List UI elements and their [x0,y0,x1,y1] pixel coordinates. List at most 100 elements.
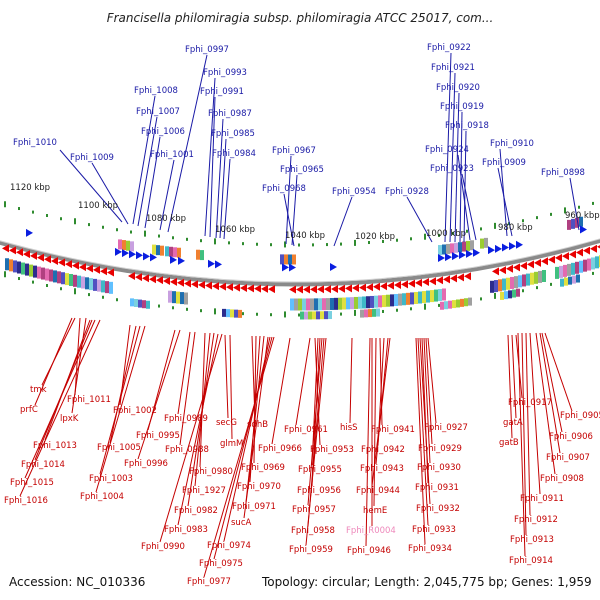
gene-label[interactable]: Fphi_0909 [482,158,526,168]
rna-gene-label[interactable]: Fphi_R0004 [346,526,396,536]
gene-label[interactable]: Fphi_1005 [97,443,141,453]
gene-label[interactable]: Fphi_1011 [67,395,111,405]
gene-label[interactable]: Fphi_0942 [361,445,405,455]
gene-label[interactable]: Fphi_0920 [436,83,480,93]
gene-label[interactable]: Fphi_0923 [430,164,474,174]
gene-label[interactable]: Fphi_0931 [415,483,459,493]
gene-label[interactable]: Fphi_1001 [150,150,194,160]
gene-label[interactable]: Fphi_0975 [199,559,243,569]
feature-block [292,254,296,265]
gene-label[interactable]: Fphi_0956 [297,486,341,496]
gene-label[interactable]: Fphi_0941 [371,425,415,435]
gene-label[interactable]: secG [216,418,237,428]
feature-block [480,238,484,249]
feature-block [374,295,378,308]
gene-label[interactable]: Fphi_0984 [212,149,256,159]
gene-label[interactable]: Fphi_1009 [70,153,114,163]
gene-label[interactable]: Fphi_0991 [200,87,244,97]
gene-label[interactable]: Fphi_0983 [164,525,208,535]
gene-label[interactable]: Fphi_0996 [124,459,168,469]
gene-label[interactable]: Fphi_1007 [136,107,180,117]
gene-label[interactable]: Fphi_0907 [546,453,590,463]
gene-label[interactable]: Fphi_0932 [416,504,460,514]
gene-label[interactable]: Fphi_0927 [424,423,468,433]
gene-label[interactable]: Fphi_0946 [347,546,391,556]
forward-gene-arrow [215,260,222,269]
gene-label[interactable]: gatB [499,438,519,448]
gene-label[interactable]: Fphi_0898 [541,168,585,178]
gene-label[interactable]: Fphi_0954 [332,187,376,197]
gene-label[interactable]: Fphi_0918 [445,121,489,131]
gene-label[interactable]: Fphi_0980 [189,467,233,477]
gene-label[interactable]: Fphi_1013 [33,441,77,451]
gene-label[interactable]: Fphi_0958 [291,526,335,536]
gene-label[interactable]: Fphi_0930 [417,463,461,473]
gene-label[interactable]: Fphi_0953 [310,445,354,455]
gene-label[interactable]: Fphi_1004 [80,492,124,502]
feature-block [446,243,450,254]
gene-label[interactable]: Fphi_0908 [540,474,584,484]
gene-label[interactable]: Fphi_0911 [520,494,564,504]
gene-label[interactable]: Fphi_0914 [509,556,553,566]
gene-label[interactable]: Fphi_1010 [13,138,57,148]
gene-label[interactable]: Fphi_0961 [284,425,328,435]
gene-label[interactable]: Fphi_0928 [385,187,429,197]
gene-label[interactable]: prfC [20,405,38,415]
leader-line-reverse [521,332,527,536]
gene-label[interactable]: gatA [503,418,523,428]
gene-label[interactable]: lpxK [60,414,79,424]
gene-label[interactable]: Fphi_1015 [10,478,54,488]
gene-label[interactable]: Fphi_0934 [408,544,452,554]
gene-label[interactable]: Fphi_0921 [431,63,475,73]
gene-label[interactable]: tmk [30,385,47,395]
gene-label[interactable]: sucA [231,518,251,528]
gene-label[interactable]: Fphi_1006 [141,127,185,137]
gene-label[interactable]: Fphi_0929 [418,444,462,454]
tick-outer [354,239,356,246]
gene-label[interactable]: Fphi_0993 [203,68,247,78]
gene-label[interactable]: Fphi_0988 [165,445,209,455]
gene-label[interactable]: Fphi_0995 [136,431,180,441]
gene-label[interactable]: Fphi_0944 [356,486,400,496]
gene-label[interactable]: Fphi_0967 [272,146,316,156]
gene-label[interactable]: Fphi_1016 [4,496,48,506]
gene-label[interactable]: Fphi_0912 [514,515,558,525]
gene-label[interactable]: Fphi_0919 [440,102,484,112]
gene-label[interactable]: hemE [363,506,387,516]
gene-label[interactable]: Fphi_0990 [141,542,185,552]
gene-label[interactable]: Fphi_1003 [89,474,133,484]
gene-label[interactable]: Fphi_0989 [164,414,208,424]
gene-label[interactable]: Fphi_0905 [560,411,600,421]
gene-label[interactable]: Fphi_0955 [298,465,342,475]
gene-label[interactable]: Fphi_0924 [425,145,469,155]
gene-label[interactable]: sdhB [247,420,268,430]
gene-label[interactable]: Fphi_0985 [211,129,255,139]
gene-label[interactable]: Fphi_0922 [427,43,471,53]
gene-label[interactable]: Fphi_0997 [185,45,229,55]
gene-label[interactable]: Fphi_0977 [187,577,231,587]
gene-label[interactable]: Fphi_1002 [113,406,157,416]
gene-label[interactable]: glmM [220,439,243,449]
gene-label[interactable]: Fphi_0970 [237,482,281,492]
gene-label[interactable]: hisS [340,423,358,433]
gene-label[interactable]: Fphi_1014 [21,460,65,470]
gene-label[interactable]: Fphi_0906 [549,432,593,442]
gene-label[interactable]: Fphi_0971 [232,502,276,512]
gene-label[interactable]: Fphi_0966 [258,444,302,454]
gene-label[interactable]: Fphi_0987 [208,109,252,119]
gene-label[interactable]: Fphi_0968 [262,184,306,194]
gene-label[interactable]: Fphi_1927 [182,486,226,496]
gene-label[interactable]: Fphi_0969 [241,463,285,473]
gene-label[interactable]: Fphi_0917 [508,398,552,408]
gene-label[interactable]: Fphi_0910 [490,139,534,149]
gene-label[interactable]: Fphi_0957 [292,505,336,515]
tick-outer [438,233,440,237]
gene-label[interactable]: Fphi_0913 [510,535,554,545]
gene-label[interactable]: Fphi_0982 [174,506,218,516]
gene-label[interactable]: Fphi_0959 [289,545,333,555]
gene-label[interactable]: Fphi_0965 [280,165,324,175]
gene-label[interactable]: Fphi_1008 [134,86,178,96]
gene-label[interactable]: Fphi_0943 [360,464,404,474]
gene-label[interactable]: Fphi_0933 [412,525,456,535]
gene-label[interactable]: Fphi_0974 [207,541,251,551]
